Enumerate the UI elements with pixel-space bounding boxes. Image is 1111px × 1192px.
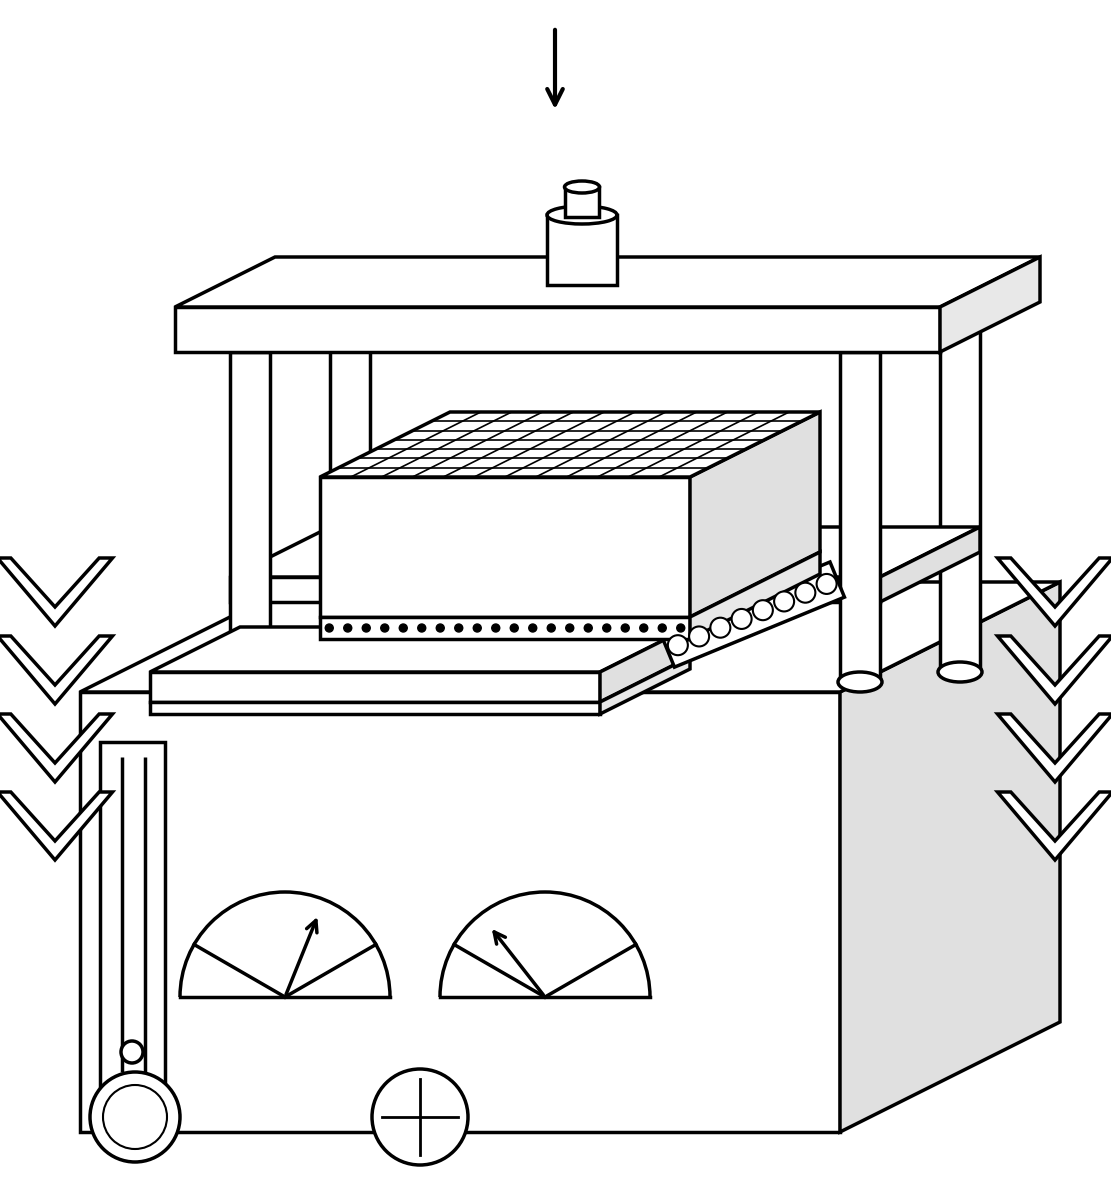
Ellipse shape [547,206,617,224]
Circle shape [584,623,592,632]
Polygon shape [150,627,690,672]
Circle shape [817,573,837,594]
Polygon shape [230,527,980,577]
Circle shape [658,623,667,632]
Circle shape [473,623,481,632]
Polygon shape [0,558,112,626]
Circle shape [362,623,370,632]
Polygon shape [80,693,840,1132]
Polygon shape [0,637,112,704]
Circle shape [732,609,752,629]
Circle shape [753,601,773,620]
Polygon shape [176,257,1040,308]
Ellipse shape [228,672,272,693]
Circle shape [437,623,444,632]
Polygon shape [840,352,880,682]
Circle shape [381,623,389,632]
Circle shape [510,623,518,632]
Polygon shape [150,702,600,714]
Polygon shape [320,412,820,477]
Circle shape [529,623,537,632]
Circle shape [677,623,684,632]
Polygon shape [330,302,370,672]
Polygon shape [940,257,1040,352]
Polygon shape [320,617,690,639]
Polygon shape [690,412,820,617]
Circle shape [565,623,573,632]
Ellipse shape [838,672,882,693]
Ellipse shape [564,181,600,193]
Polygon shape [230,352,270,682]
Polygon shape [998,714,1111,782]
Ellipse shape [938,662,982,682]
Polygon shape [100,741,166,1087]
Circle shape [668,635,688,656]
Polygon shape [840,582,1060,1132]
Polygon shape [660,561,844,668]
Polygon shape [998,791,1111,859]
Circle shape [603,623,611,632]
Circle shape [326,623,333,632]
Polygon shape [880,527,980,602]
Circle shape [399,623,408,632]
Circle shape [548,623,556,632]
Ellipse shape [328,662,372,682]
Circle shape [774,591,794,611]
Circle shape [621,623,629,632]
Polygon shape [998,558,1111,626]
Polygon shape [547,215,617,285]
Circle shape [689,627,709,646]
Circle shape [343,623,352,632]
Polygon shape [0,791,112,859]
Polygon shape [940,302,980,672]
Polygon shape [0,714,112,782]
Circle shape [90,1072,180,1162]
Polygon shape [320,477,690,617]
Polygon shape [998,637,1111,704]
Polygon shape [600,657,690,714]
Polygon shape [600,627,690,702]
Polygon shape [690,552,820,639]
Polygon shape [176,308,940,352]
Circle shape [492,623,500,632]
Circle shape [121,1041,143,1063]
Circle shape [454,623,463,632]
Circle shape [640,623,648,632]
Circle shape [372,1069,468,1165]
Polygon shape [80,582,1060,693]
Polygon shape [150,672,600,702]
Circle shape [795,583,815,603]
Polygon shape [230,577,880,602]
Polygon shape [565,187,599,217]
Circle shape [103,1085,167,1149]
Circle shape [710,617,730,638]
Circle shape [418,623,426,632]
